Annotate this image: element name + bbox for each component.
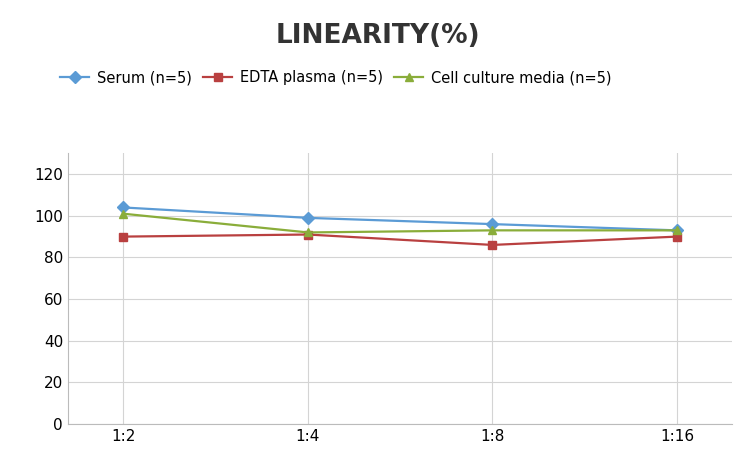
Legend: Serum (n=5), EDTA plasma (n=5), Cell culture media (n=5): Serum (n=5), EDTA plasma (n=5), Cell cul… [60, 70, 612, 85]
Text: LINEARITY(%): LINEARITY(%) [275, 23, 480, 49]
